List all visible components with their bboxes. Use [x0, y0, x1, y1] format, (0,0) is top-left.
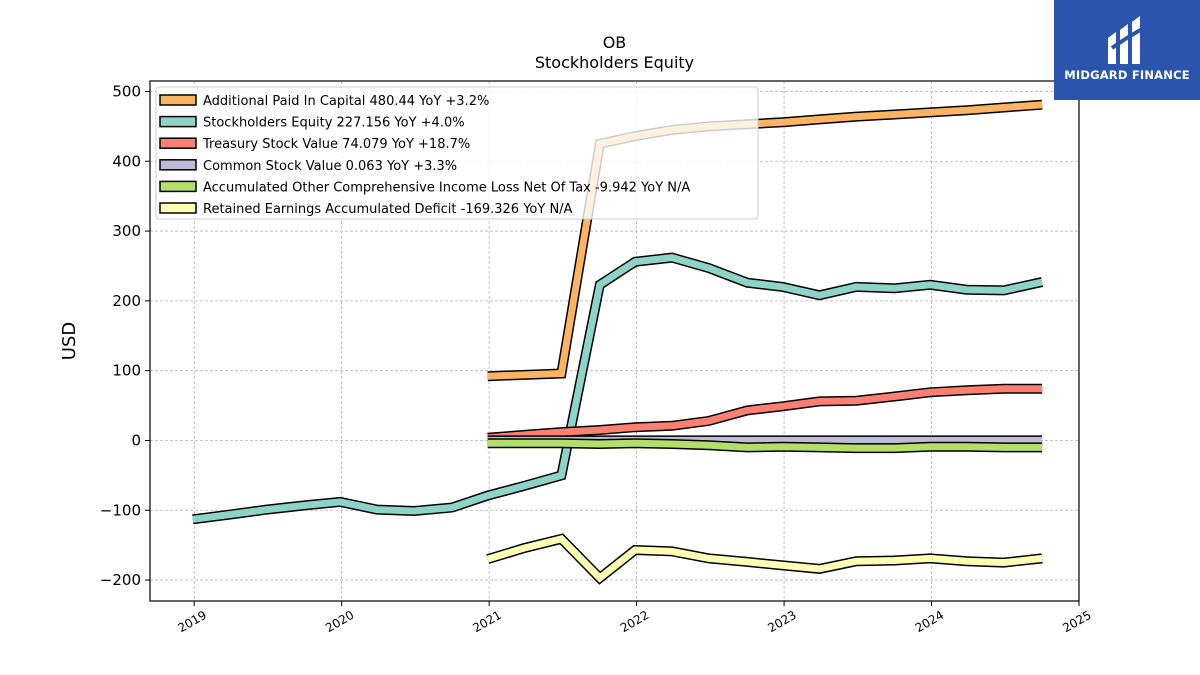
x-tick-label: 2024	[913, 608, 946, 635]
brand-name: MIDGARD FINANCE	[1064, 68, 1190, 82]
x-tick-label: 2019	[176, 608, 209, 635]
y-tick-label: 200	[112, 292, 141, 310]
legend-swatch	[159, 159, 197, 171]
x-tick-label: 2025	[1060, 608, 1093, 635]
legend-swatch	[159, 115, 197, 128]
y-tick-label: −200	[100, 571, 141, 589]
legend: Additional Paid In Capital 480.44 YoY +3…	[155, 86, 759, 220]
y-tick-label: −100	[100, 501, 141, 519]
legend-swatch	[159, 202, 197, 214]
brand-logo: MIDGARD FINANCE	[1054, 0, 1200, 100]
legend-swatch	[159, 94, 197, 106]
y-tick-label: 0	[131, 431, 141, 449]
chart-subtitle: Stockholders Equity	[535, 53, 694, 72]
series-line	[487, 439, 1043, 452]
y-tick-label: 300	[112, 222, 141, 240]
x-tick-label: 2021	[470, 608, 503, 635]
series-line	[487, 385, 1043, 442]
x-tick-label: 2020	[323, 608, 356, 635]
y-axis-label: USD	[59, 322, 80, 360]
y-tick-label: 100	[112, 362, 141, 380]
chart-title: OB	[603, 33, 627, 52]
plot-frame	[149, 80, 1080, 602]
legend-swatch	[159, 180, 197, 193]
legend-swatch	[159, 137, 197, 149]
legend-label: Treasury Stock Value 74.079 YoY +18.7%	[202, 137, 470, 152]
legend-label: Stockholders Equity 227.156 YoY +4.0%	[203, 116, 465, 131]
legend-label: Common Stock Value 0.063 YoY +3.3%	[203, 159, 457, 174]
legend-label: Retained Earnings Accumulated Deficit -1…	[203, 202, 573, 217]
series-outline	[192, 252, 1044, 525]
x-tick-label: 2023	[765, 608, 798, 635]
series-line	[486, 535, 1043, 583]
legend-label: Accumulated Other Comprehensive Income L…	[203, 180, 690, 195]
y-tick-label: 500	[112, 82, 141, 100]
x-tick-label: 2022	[618, 608, 651, 635]
legend-label: Additional Paid In Capital 480.44 YoY +3…	[203, 94, 489, 109]
y-tick-label: 400	[112, 152, 141, 170]
brand-mark-icon	[1108, 16, 1145, 64]
series-layer	[192, 99, 1044, 585]
series-line	[192, 254, 1043, 523]
legend-box	[155, 86, 759, 220]
